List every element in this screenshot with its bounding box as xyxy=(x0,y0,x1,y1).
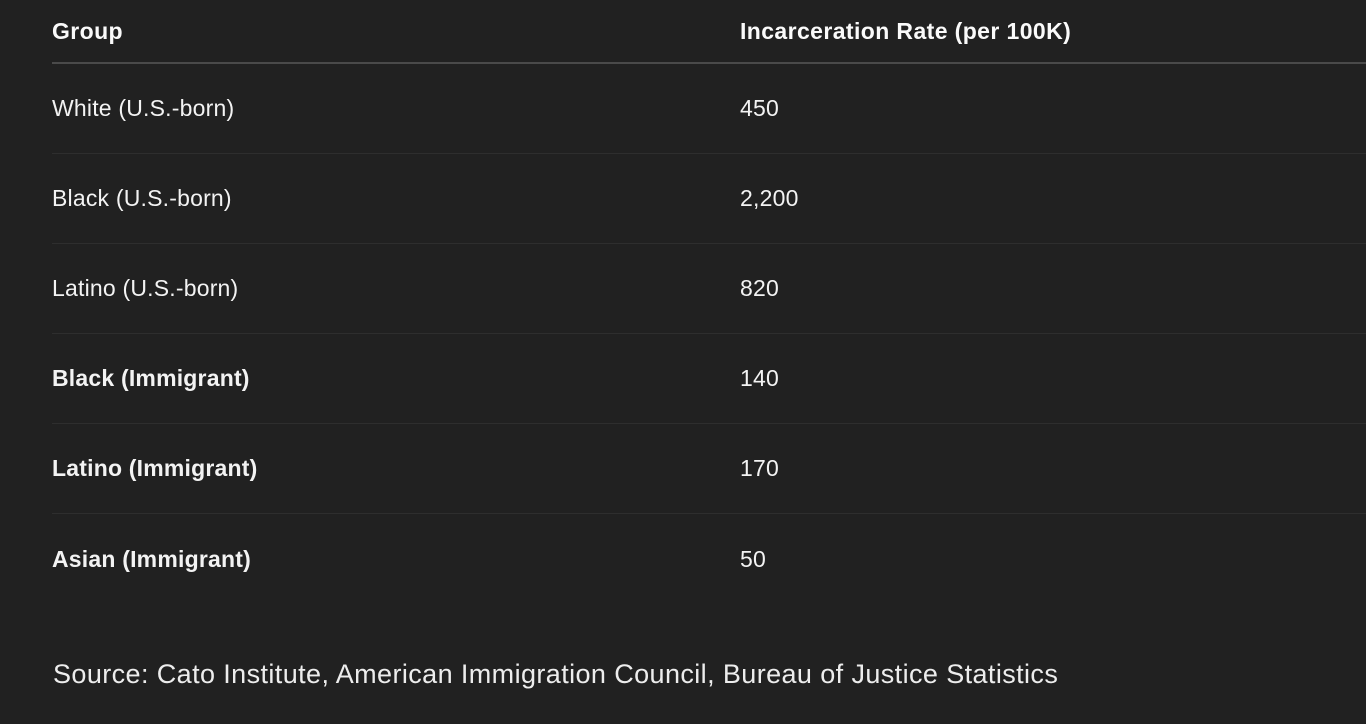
cell-rate: 820 xyxy=(740,243,1366,334)
table-row: Black (Immigrant) 140 xyxy=(52,333,1366,424)
source-note: Source: Cato Institute, American Immigra… xyxy=(53,659,1059,689)
data-table: Group Incarceration Rate (per 100K) Whit… xyxy=(52,0,1366,604)
cell-rate: 140 xyxy=(740,333,1366,424)
cell-rate: 50 xyxy=(740,545,766,572)
incarceration-rate-table: Group Incarceration Rate (per 100K) Whit… xyxy=(52,0,1366,604)
column-header-rate: Incarceration Rate (per 100K) xyxy=(740,0,1366,64)
cell-group: Latino (U.S.-born) xyxy=(52,243,740,334)
cell-group: White (U.S.-born) xyxy=(52,63,740,154)
table-row: Latino (U.S.-born) 820 xyxy=(52,243,1366,334)
cell-rate: 170 xyxy=(740,423,1366,514)
cell-rate: 450 xyxy=(740,63,1366,154)
cell-group: Black (U.S.-born) xyxy=(52,153,740,244)
table-header-row: Group Incarceration Rate (per 100K) xyxy=(52,0,1366,64)
cell-rate: 2,200 xyxy=(740,153,1366,244)
table-row: Asian (Immigrant) 50 xyxy=(52,514,1366,605)
cell-group: Latino (Immigrant) xyxy=(52,423,740,514)
cell-group: Asian (Immigrant) xyxy=(52,545,251,572)
column-header-group: Group xyxy=(52,0,740,64)
table-row: Black (U.S.-born) 2,200 xyxy=(52,153,1366,244)
table-row: White (U.S.-born) 450 xyxy=(52,63,1366,154)
table-row: Latino (Immigrant) 170 xyxy=(52,423,1366,514)
cell-group: Black (Immigrant) xyxy=(52,333,740,424)
